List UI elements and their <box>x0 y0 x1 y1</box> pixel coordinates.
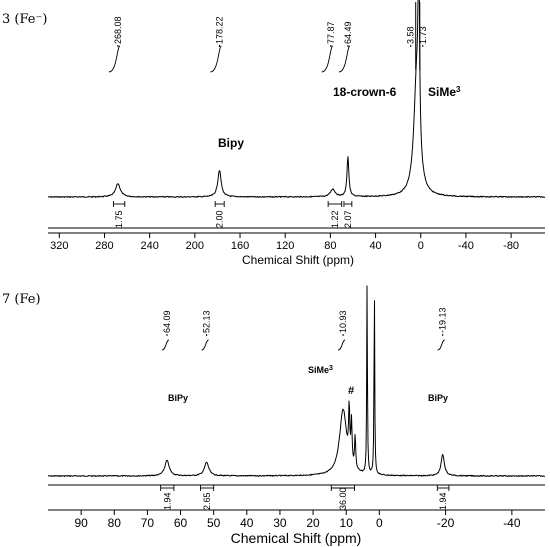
x-tick-label: 200 <box>186 240 204 252</box>
x-tick-label: 90 <box>74 516 88 530</box>
x-tick-label: 20 <box>306 516 320 530</box>
annotation-18-crown-6: 18-crown-6 <box>333 85 397 99</box>
integral-value: 2.07 <box>343 210 353 228</box>
peak-label-text: 64.49 <box>343 21 353 44</box>
peak-label: 268.08 <box>108 16 123 73</box>
integral-value: 1.22 <box>330 210 340 228</box>
x-tick-label: 320 <box>50 240 68 252</box>
integral-value: 36.00 <box>338 487 348 510</box>
integral-value: 1.94 <box>162 492 172 510</box>
x-tick-label: 240 <box>140 240 158 252</box>
x-tick-label: 280 <box>95 240 113 252</box>
integral-region: 2.65 <box>199 485 215 510</box>
x-tick-label: 70 <box>141 516 155 530</box>
integral-region: 1.94 <box>436 485 450 510</box>
peak-label-text: 77.87 <box>326 21 336 44</box>
integral-curve <box>201 339 209 351</box>
x-tick-label: 0 <box>376 516 383 530</box>
integral-value: 1.94 <box>438 492 448 510</box>
x-tick-label: -80 <box>503 240 519 252</box>
spectrum-panel-3: 3 (Fe⁻) 268.08 178.22 77.87 64.49 3.58 1.73 1… <box>2 0 546 267</box>
spectrum-trace <box>48 285 546 477</box>
annotation-impurity-hash: # <box>348 385 354 397</box>
integral-curve <box>108 45 121 73</box>
integral-region: 1.94 <box>160 485 175 510</box>
peak-label-text: 64.09 <box>162 310 172 333</box>
panel-label: 3 (Fe⁻) <box>2 12 47 27</box>
integral-value: 2.00 <box>215 210 225 228</box>
peak-label-text: -19.13 <box>438 307 448 333</box>
peak-label: 77.87 <box>321 21 336 73</box>
peak-label: 178.22 <box>210 16 224 73</box>
integral-curve <box>321 45 334 73</box>
x-tick-label: 40 <box>240 516 254 530</box>
annotation-sime3: SiMe3 <box>308 365 333 375</box>
integral-region: 2.00 <box>215 201 225 228</box>
x-axis-title: Chemical Shift (ppm) <box>231 530 362 546</box>
integral-value: 2.65 <box>202 492 212 510</box>
peak-label-text: 3.58 <box>406 26 416 44</box>
peak-label-text: 1.73 <box>418 26 428 44</box>
peak-label: 3.58 <box>406 26 416 47</box>
integral-curve <box>338 45 351 73</box>
integral-curve <box>437 339 445 351</box>
x-tick-label: 0 <box>418 240 424 252</box>
x-tick-label: 40 <box>369 240 381 252</box>
peak-label-text: 52.13 <box>202 310 212 333</box>
annotation-bipy: Bipy <box>218 136 244 150</box>
peak-label-text: 178.22 <box>214 16 224 44</box>
spectrum-trace <box>48 0 546 198</box>
peak-label-text: 268.08 <box>113 16 123 44</box>
annotation-bipy-left: BiPy <box>168 393 188 403</box>
integral-curve <box>210 45 222 73</box>
integral-region: 1.75 <box>113 201 126 228</box>
x-tick-label: 120 <box>276 240 294 252</box>
x-axis-title: Chemical Shift (ppm) <box>242 253 354 267</box>
spectrum-panel-7: 7 (Fe) 64.09 52.13 10.93 -19.13 1.94 2.65 36.… <box>2 285 546 546</box>
x-tick-label: -20 <box>437 516 455 530</box>
x-tick-label: 50 <box>207 516 221 530</box>
annotation-bipy-right: BiPy <box>428 393 448 403</box>
integral-curve <box>337 339 346 351</box>
x-tick-label: 80 <box>108 516 122 530</box>
x-tick-label: 160 <box>231 240 249 252</box>
x-tick-label: 80 <box>324 240 336 252</box>
peak-label: 64.09 <box>161 310 172 351</box>
integral-region: 2.07 <box>343 201 353 228</box>
peak-label: -19.13 <box>437 307 448 351</box>
integral-value: 1.75 <box>114 210 124 228</box>
integral-region: 36.00 <box>330 485 355 510</box>
integral-curve <box>161 339 170 351</box>
peak-label: 52.13 <box>201 310 212 351</box>
peak-label: 64.49 <box>338 21 353 73</box>
integral-region: 1.22 <box>327 201 343 228</box>
peak-label: 10.93 <box>337 310 348 351</box>
panel-label: 7 (Fe) <box>2 292 41 307</box>
x-tick-label: 60 <box>174 516 188 530</box>
x-tick-label: -40 <box>503 516 521 530</box>
x-tick-label: 10 <box>340 516 354 530</box>
peak-label-text: 10.93 <box>338 310 348 333</box>
annotation-sime3: SiMe3 <box>428 85 461 99</box>
x-tick-label: -40 <box>458 240 474 252</box>
peak-label: 1.73 <box>418 26 428 47</box>
x-tick-label: 30 <box>273 516 287 530</box>
